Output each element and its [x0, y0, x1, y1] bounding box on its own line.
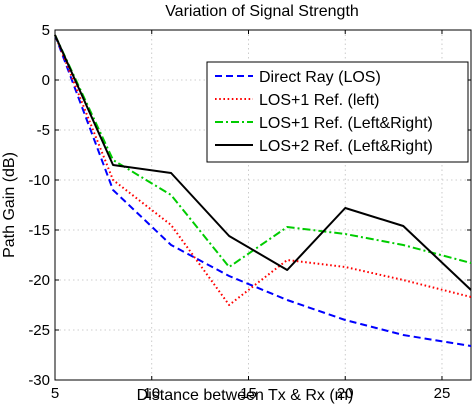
y-tick-label: -15: [28, 222, 50, 239]
y-tick-label: -30: [28, 372, 50, 389]
y-axis-title: Path Gain (dB): [1, 152, 18, 258]
legend-label: Direct Ray (LOS): [259, 69, 381, 86]
axis-ticks: 5 10 15 20 25 5 0 -5 -10 -15 -20 -25 -30: [28, 22, 471, 402]
series-line-1: [54, 34, 472, 347]
series-group: [54, 34, 472, 347]
chart-title: Variation of Signal Strength: [165, 3, 359, 20]
y-tick-label: -5: [37, 122, 50, 139]
plot-area-frame: [54, 29, 472, 381]
y-tick-label: 0: [42, 72, 50, 89]
series-line-4: [54, 34, 472, 291]
x-tick-label: 25: [434, 385, 451, 402]
legend-label: LOS+2 Ref. (Left&Right): [259, 138, 433, 155]
y-tick-label: -25: [28, 322, 50, 339]
x-tick-label: 20: [337, 385, 354, 402]
x-tick-label: 15: [240, 385, 257, 402]
x-tick-label: 10: [143, 385, 160, 402]
legend-label: LOS+1 Ref. (left): [259, 92, 380, 109]
y-tick-label: -20: [28, 272, 50, 289]
y-tick-label: -10: [28, 172, 50, 189]
series-line-2: [54, 34, 472, 306]
x-tick-label: 5: [51, 385, 59, 402]
x-axis-title: Distance between Tx & Rx (m): [137, 387, 354, 404]
y-tick-label: 5: [42, 22, 50, 39]
legend-label: LOS+1 Ref. (Left&Right): [259, 115, 433, 132]
legend: Direct Ray (LOS) LOS+1 Ref. (left) LOS+1 R…: [206, 61, 469, 163]
